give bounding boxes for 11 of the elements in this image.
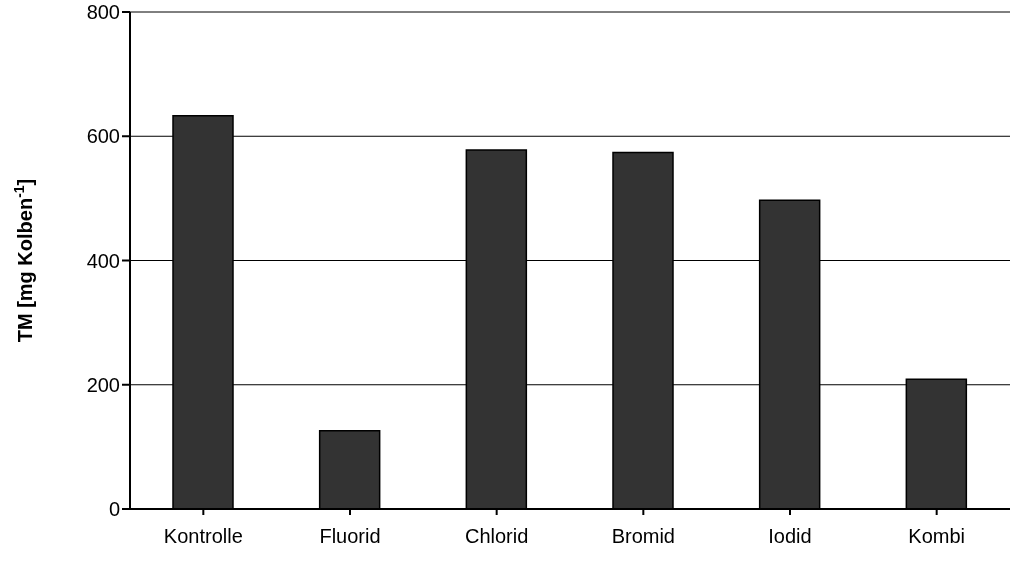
x-tick-label: Chlorid xyxy=(464,525,529,548)
x-tick-label: Kontrolle xyxy=(163,525,243,548)
x-tick-label: Bromid xyxy=(611,525,676,548)
y-tick-label: 600 xyxy=(86,125,120,148)
y-tick-label: 0 xyxy=(108,498,120,521)
x-tick-label: Fluorid xyxy=(319,525,381,548)
x-tick-label: Kombi xyxy=(908,525,966,548)
x-tick-label: Iodid xyxy=(768,525,812,548)
y-tick-label: 800 xyxy=(86,1,120,24)
y-tick-label: 400 xyxy=(86,249,120,272)
y-tick-label: 200 xyxy=(86,373,120,396)
